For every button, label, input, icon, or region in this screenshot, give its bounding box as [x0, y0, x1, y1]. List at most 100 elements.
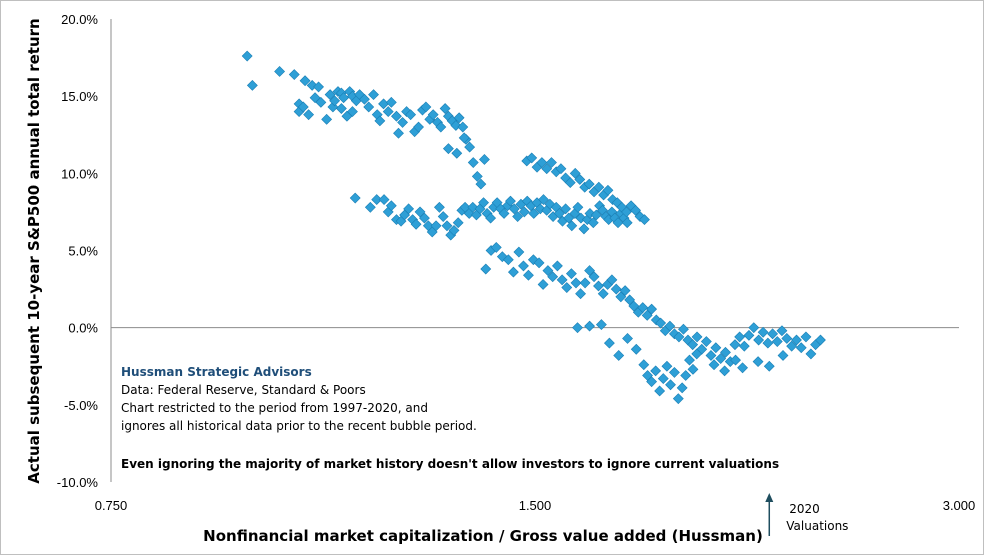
data-point	[403, 203, 415, 215]
data-point	[397, 116, 408, 128]
y-tick-label: -10.0%	[57, 475, 99, 490]
data-point	[622, 333, 633, 344]
data-point	[593, 181, 605, 193]
data-point	[687, 363, 699, 375]
data-point	[306, 79, 318, 91]
data-point	[485, 212, 497, 224]
y-tick-labels: -10.0% -5.0% 0.0% 5.0% 10.0% 15.0% 20.0%	[57, 12, 99, 490]
data-point	[583, 178, 595, 190]
axes	[110, 19, 959, 482]
data-point	[815, 334, 826, 346]
y-axis-title: Actual subsequent 10-year S&P500 annual …	[25, 18, 43, 483]
data-point	[584, 208, 596, 219]
data-point	[441, 220, 453, 232]
data-point	[435, 121, 447, 133]
data-point	[528, 208, 540, 219]
data-point	[657, 373, 669, 385]
data-point	[621, 206, 632, 218]
data-point	[606, 274, 618, 286]
data-point	[565, 268, 577, 280]
data-point	[570, 277, 582, 289]
data-point	[569, 167, 581, 179]
data-point	[439, 103, 451, 114]
data-point	[595, 319, 607, 331]
data-point	[791, 334, 802, 346]
data-point	[777, 350, 789, 361]
data-point	[430, 220, 442, 232]
y-tick-label: -5.0%	[64, 398, 98, 413]
data-point	[590, 209, 602, 221]
data-point	[451, 147, 463, 159]
data-point	[776, 325, 788, 337]
data-point	[458, 132, 470, 144]
data-point	[566, 220, 578, 232]
data-point	[638, 359, 650, 371]
data-point	[753, 334, 765, 346]
data-point	[448, 225, 460, 236]
data-point	[475, 178, 487, 190]
data-point	[748, 322, 760, 334]
valuation-marker: 2020 Valuations	[765, 493, 848, 536]
data-point	[546, 157, 557, 168]
data-point	[347, 106, 358, 118]
data-point	[752, 356, 764, 368]
data-point	[299, 75, 311, 87]
annotation-block: Hussman Strategic Advisors Data: Federal…	[121, 365, 779, 471]
data-point	[691, 348, 703, 360]
data-point	[673, 331, 685, 343]
data-point	[639, 214, 650, 226]
data-point	[303, 109, 315, 121]
data-point	[767, 328, 779, 340]
data-point	[518, 260, 529, 272]
data-point	[781, 333, 793, 344]
annotation-data-source: Data: Federal Reserve, Standard & Poors	[121, 383, 366, 397]
data-point	[691, 331, 703, 343]
data-point	[315, 96, 327, 108]
data-point	[526, 152, 538, 164]
data-point	[338, 92, 350, 104]
data-point	[364, 201, 376, 213]
data-points	[241, 50, 826, 405]
data-point	[684, 354, 695, 366]
data-point	[700, 336, 712, 347]
data-point	[537, 279, 549, 290]
x-tick-label: 3.000	[943, 498, 976, 513]
data-point	[730, 354, 741, 366]
data-point	[479, 154, 490, 165]
data-point	[378, 194, 390, 205]
data-point	[556, 274, 568, 286]
data-point	[508, 203, 520, 215]
data-point	[584, 320, 596, 332]
data-point	[523, 269, 534, 281]
data-point	[575, 288, 586, 300]
data-point	[619, 285, 631, 297]
data-point	[467, 157, 479, 168]
data-point	[502, 254, 514, 266]
data-point	[335, 103, 347, 114]
data-point	[498, 208, 510, 219]
data-point	[597, 288, 609, 300]
data-point	[505, 195, 516, 207]
data-point	[453, 112, 465, 124]
x-tick-label: 0.750	[95, 498, 128, 513]
data-point	[437, 211, 449, 222]
data-point	[551, 260, 563, 272]
data-point	[664, 320, 676, 332]
data-point	[309, 92, 321, 104]
data-point	[405, 109, 417, 121]
data-point	[274, 66, 286, 77]
data-point	[414, 206, 426, 218]
annotation-headline: Even ignoring the majority of market his…	[121, 457, 779, 471]
data-point	[288, 69, 300, 80]
data-point	[584, 265, 596, 276]
data-point	[442, 143, 454, 155]
data-point	[734, 331, 746, 343]
data-point	[762, 337, 774, 349]
data-point	[672, 393, 684, 405]
data-point	[561, 282, 573, 293]
data-point	[374, 115, 386, 127]
data-point	[518, 206, 530, 218]
data-point	[457, 121, 469, 133]
data-point	[464, 141, 476, 153]
